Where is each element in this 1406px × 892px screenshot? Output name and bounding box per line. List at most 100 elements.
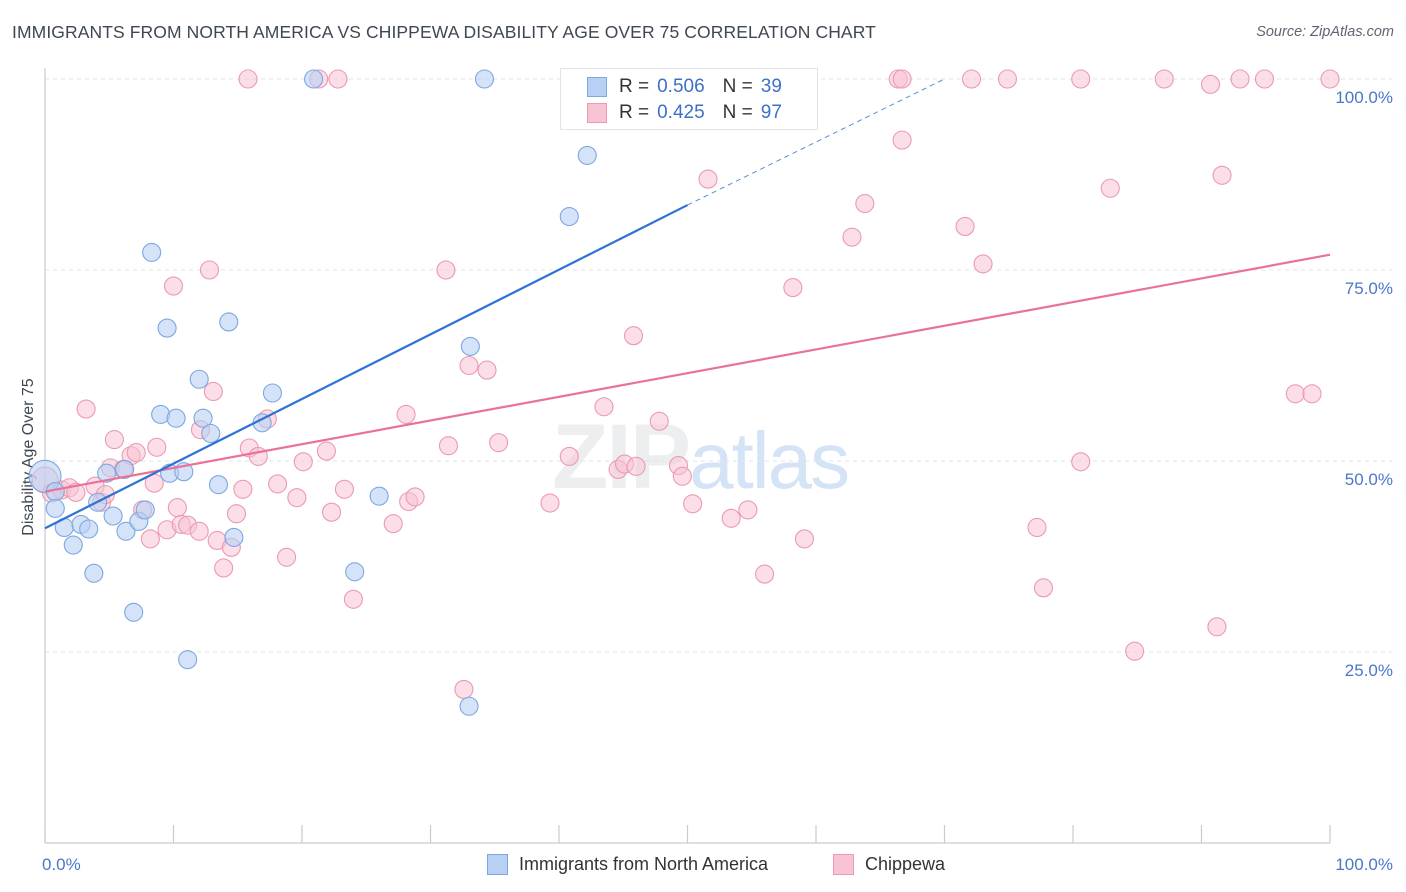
immigrants-point bbox=[45, 498, 65, 518]
chippewa-point bbox=[997, 69, 1018, 89]
legend-r-label: R = bbox=[619, 102, 650, 123]
chippewa-point bbox=[233, 479, 253, 499]
immigrants-point bbox=[103, 506, 123, 526]
y-tick-label: 75.0% bbox=[1345, 279, 1393, 298]
tick-labels: 25.0% 50.0% 75.0% 100.0% 0.0% 100.0% bbox=[42, 88, 1393, 874]
chippewa-point bbox=[189, 521, 209, 541]
chippewa-point bbox=[436, 260, 456, 280]
chippewa-point bbox=[540, 493, 560, 513]
chippewa-point bbox=[1230, 69, 1250, 89]
bottom-legend-chippewa[interactable]: Chippewa bbox=[833, 852, 945, 876]
immigrants-point bbox=[178, 650, 198, 670]
chippewa-point bbox=[268, 474, 288, 494]
legend-swatch-blue bbox=[587, 77, 607, 97]
chippewa-point bbox=[316, 441, 336, 461]
chippewa-point bbox=[163, 276, 184, 296]
immigrants-point bbox=[219, 312, 239, 332]
immigrants-trend-line bbox=[44, 204, 688, 530]
chart-title: IMMIGRANTS FROM NORTH AMERICA VS CHIPPEW… bbox=[12, 22, 876, 42]
chippewa-trend-line bbox=[44, 253, 1331, 493]
chippewa-point bbox=[1027, 517, 1047, 538]
legend-r-value: 0.425 bbox=[657, 102, 705, 123]
immigrants-point bbox=[115, 459, 135, 479]
immigrants-points bbox=[28, 69, 597, 716]
chippewa-point bbox=[594, 397, 614, 417]
chippewa-point bbox=[842, 227, 862, 247]
immigrants-point bbox=[559, 206, 579, 227]
chippewa-point bbox=[1320, 69, 1340, 89]
y-tick-label: 50.0% bbox=[1345, 470, 1393, 489]
chippewa-point bbox=[783, 278, 803, 298]
legend-row-chippewa: R = 0.425 N = 97 bbox=[587, 100, 800, 126]
chippewa-point bbox=[438, 436, 459, 456]
immigrants-point bbox=[208, 475, 229, 495]
chippewa-point bbox=[147, 437, 167, 457]
chippewa-point bbox=[226, 504, 247, 524]
immigrants-point bbox=[79, 519, 99, 539]
chippewa-point bbox=[287, 488, 307, 508]
chippewa-point bbox=[459, 355, 479, 376]
immigrants-point bbox=[201, 423, 221, 444]
bottom-legend-label: Chippewa bbox=[865, 853, 946, 874]
chippewa-point bbox=[855, 193, 875, 214]
chippewa-point bbox=[1154, 69, 1174, 89]
immigrants-point bbox=[116, 521, 136, 541]
chippewa-point bbox=[626, 456, 646, 476]
chippewa-point bbox=[672, 466, 692, 486]
immigrants-point bbox=[97, 463, 117, 483]
legend-n-label: N = bbox=[722, 76, 753, 97]
chippewa-point bbox=[293, 452, 313, 472]
bottom-legend-immigrants[interactable]: Immigrants from North America bbox=[487, 852, 768, 876]
chippewa-point bbox=[1207, 617, 1227, 637]
x-tick-label: 0.0% bbox=[42, 855, 81, 874]
y-tick-label: 100.0% bbox=[1335, 88, 1393, 107]
chippewa-point bbox=[973, 254, 993, 274]
chippewa-point bbox=[214, 558, 234, 578]
legend-r-label: R = bbox=[619, 76, 650, 97]
immigrants-point bbox=[474, 69, 495, 89]
immigrants-point bbox=[84, 563, 104, 583]
immigrants-point bbox=[157, 318, 177, 338]
chippewa-point bbox=[199, 260, 220, 280]
immigrants-point bbox=[460, 336, 480, 356]
chippewa-point bbox=[277, 547, 297, 567]
chippewa-point bbox=[794, 529, 814, 549]
trend-lines bbox=[44, 78, 1331, 530]
chippewa-point bbox=[322, 502, 342, 522]
immigrants-point bbox=[142, 242, 162, 262]
chippewa-point bbox=[104, 430, 124, 450]
chippewa-point bbox=[140, 529, 160, 549]
axes bbox=[44, 68, 1331, 844]
correlation-legend: R = 0.506 N = 39 R = 0.425 N = 97 bbox=[560, 68, 818, 130]
chippewa-point bbox=[238, 69, 258, 89]
immigrants-point bbox=[577, 145, 597, 165]
immigrants-point bbox=[193, 408, 213, 428]
chippewa-point bbox=[738, 500, 758, 520]
chippewa-point bbox=[1033, 578, 1053, 598]
chippewa-point bbox=[649, 411, 669, 431]
chippewa-point bbox=[66, 482, 86, 502]
chippewa-point bbox=[1071, 452, 1091, 472]
chippewa-point bbox=[698, 169, 718, 189]
x-tick-label: 100.0% bbox=[1335, 855, 1393, 874]
chippewa-points bbox=[31, 69, 1340, 699]
chippewa-point bbox=[1302, 384, 1322, 404]
chippewa-point bbox=[328, 69, 348, 89]
chippewa-point bbox=[477, 360, 497, 380]
immigrants-point bbox=[63, 535, 83, 555]
chippewa-point bbox=[1200, 74, 1221, 94]
chippewa-point bbox=[961, 69, 982, 89]
chippewa-point bbox=[1100, 178, 1120, 198]
chippewa-point bbox=[1254, 69, 1275, 89]
chart-source: Source: ZipAtlas.com bbox=[1256, 24, 1394, 40]
legend-row-immigrants: R = 0.506 N = 39 bbox=[587, 74, 800, 100]
chippewa-point bbox=[683, 494, 703, 514]
grid-lines bbox=[45, 78, 1392, 653]
chippewa-point bbox=[489, 433, 509, 453]
bottom-legend-swatch-blue bbox=[487, 853, 508, 875]
chippewa-point bbox=[76, 399, 96, 419]
chippewa-point bbox=[383, 514, 403, 534]
chippewa-point bbox=[454, 679, 474, 699]
chippewa-point bbox=[1285, 384, 1305, 404]
